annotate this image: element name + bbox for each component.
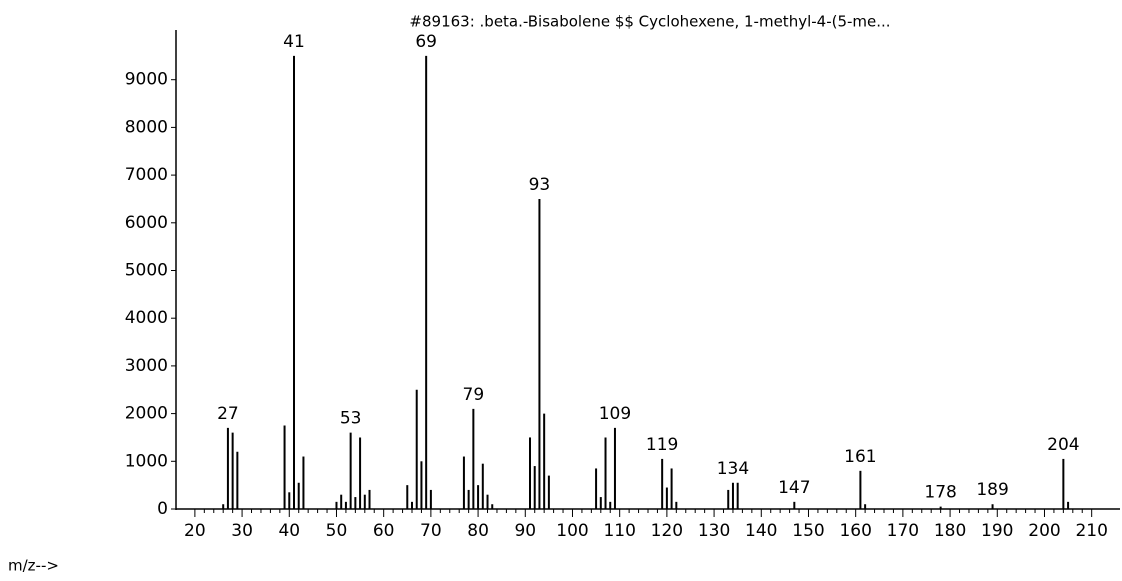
- x-axis-label: m/z-->: [8, 557, 59, 575]
- chart: #89163: .beta.-Bisabolene $$ Cyclohexene…: [0, 0, 1122, 577]
- y-tick-label: 8000: [125, 117, 168, 137]
- peak-label: 189: [976, 480, 1008, 500]
- x-tick-label: 50: [326, 521, 348, 541]
- x-tick-label: 60: [373, 521, 395, 541]
- y-tick-label: 4000: [125, 308, 168, 328]
- y-tick-label: 6000: [125, 213, 168, 233]
- peak-label: 119: [646, 435, 678, 455]
- x-tick-label: 90: [514, 521, 536, 541]
- peak-label: 79: [463, 385, 485, 405]
- x-tick-label: 110: [603, 521, 635, 541]
- x-tick-label: 80: [467, 521, 489, 541]
- y-tick-label: 9000: [125, 70, 168, 90]
- x-tick-label: 150: [792, 521, 824, 541]
- x-tick-label: 180: [934, 521, 966, 541]
- x-tick-label: 160: [839, 521, 871, 541]
- peak-label: 204: [1047, 435, 1079, 455]
- x-tick-label: 190: [981, 521, 1013, 541]
- x-tick-label: 170: [887, 521, 919, 541]
- x-tick-label: 130: [698, 521, 730, 541]
- y-tick-label: 2000: [125, 404, 168, 424]
- peak-label: 41: [283, 32, 305, 52]
- peak-label: 161: [844, 447, 876, 467]
- x-tick-label: 120: [651, 521, 683, 541]
- x-tick-label: 140: [745, 521, 777, 541]
- y-tick-label: 7000: [125, 165, 168, 185]
- x-tick-label: 70: [420, 521, 442, 541]
- peak-label: 134: [717, 459, 749, 479]
- x-tick-label: 20: [184, 521, 206, 541]
- y-tick-label: 0: [157, 499, 168, 519]
- peak-label: 178: [924, 483, 956, 503]
- y-tick-label: 1000: [125, 451, 168, 471]
- peak-label: 69: [415, 32, 437, 52]
- x-tick-label: 100: [556, 521, 588, 541]
- x-tick-label: 40: [278, 521, 300, 541]
- x-tick-label: 200: [1028, 521, 1060, 541]
- peak-label: 53: [340, 409, 362, 429]
- y-tick-label: 5000: [125, 261, 168, 281]
- x-tick-label: 210: [1075, 521, 1107, 541]
- y-tick-label: 3000: [125, 356, 168, 376]
- chart-title: #89163: .beta.-Bisabolene $$ Cyclohexene…: [409, 13, 890, 31]
- peak-label: 27: [217, 404, 239, 424]
- x-tick-label: 30: [231, 521, 253, 541]
- peak-label: 93: [529, 175, 551, 195]
- peak-label: 147: [778, 478, 810, 498]
- peak-label: 109: [599, 404, 631, 424]
